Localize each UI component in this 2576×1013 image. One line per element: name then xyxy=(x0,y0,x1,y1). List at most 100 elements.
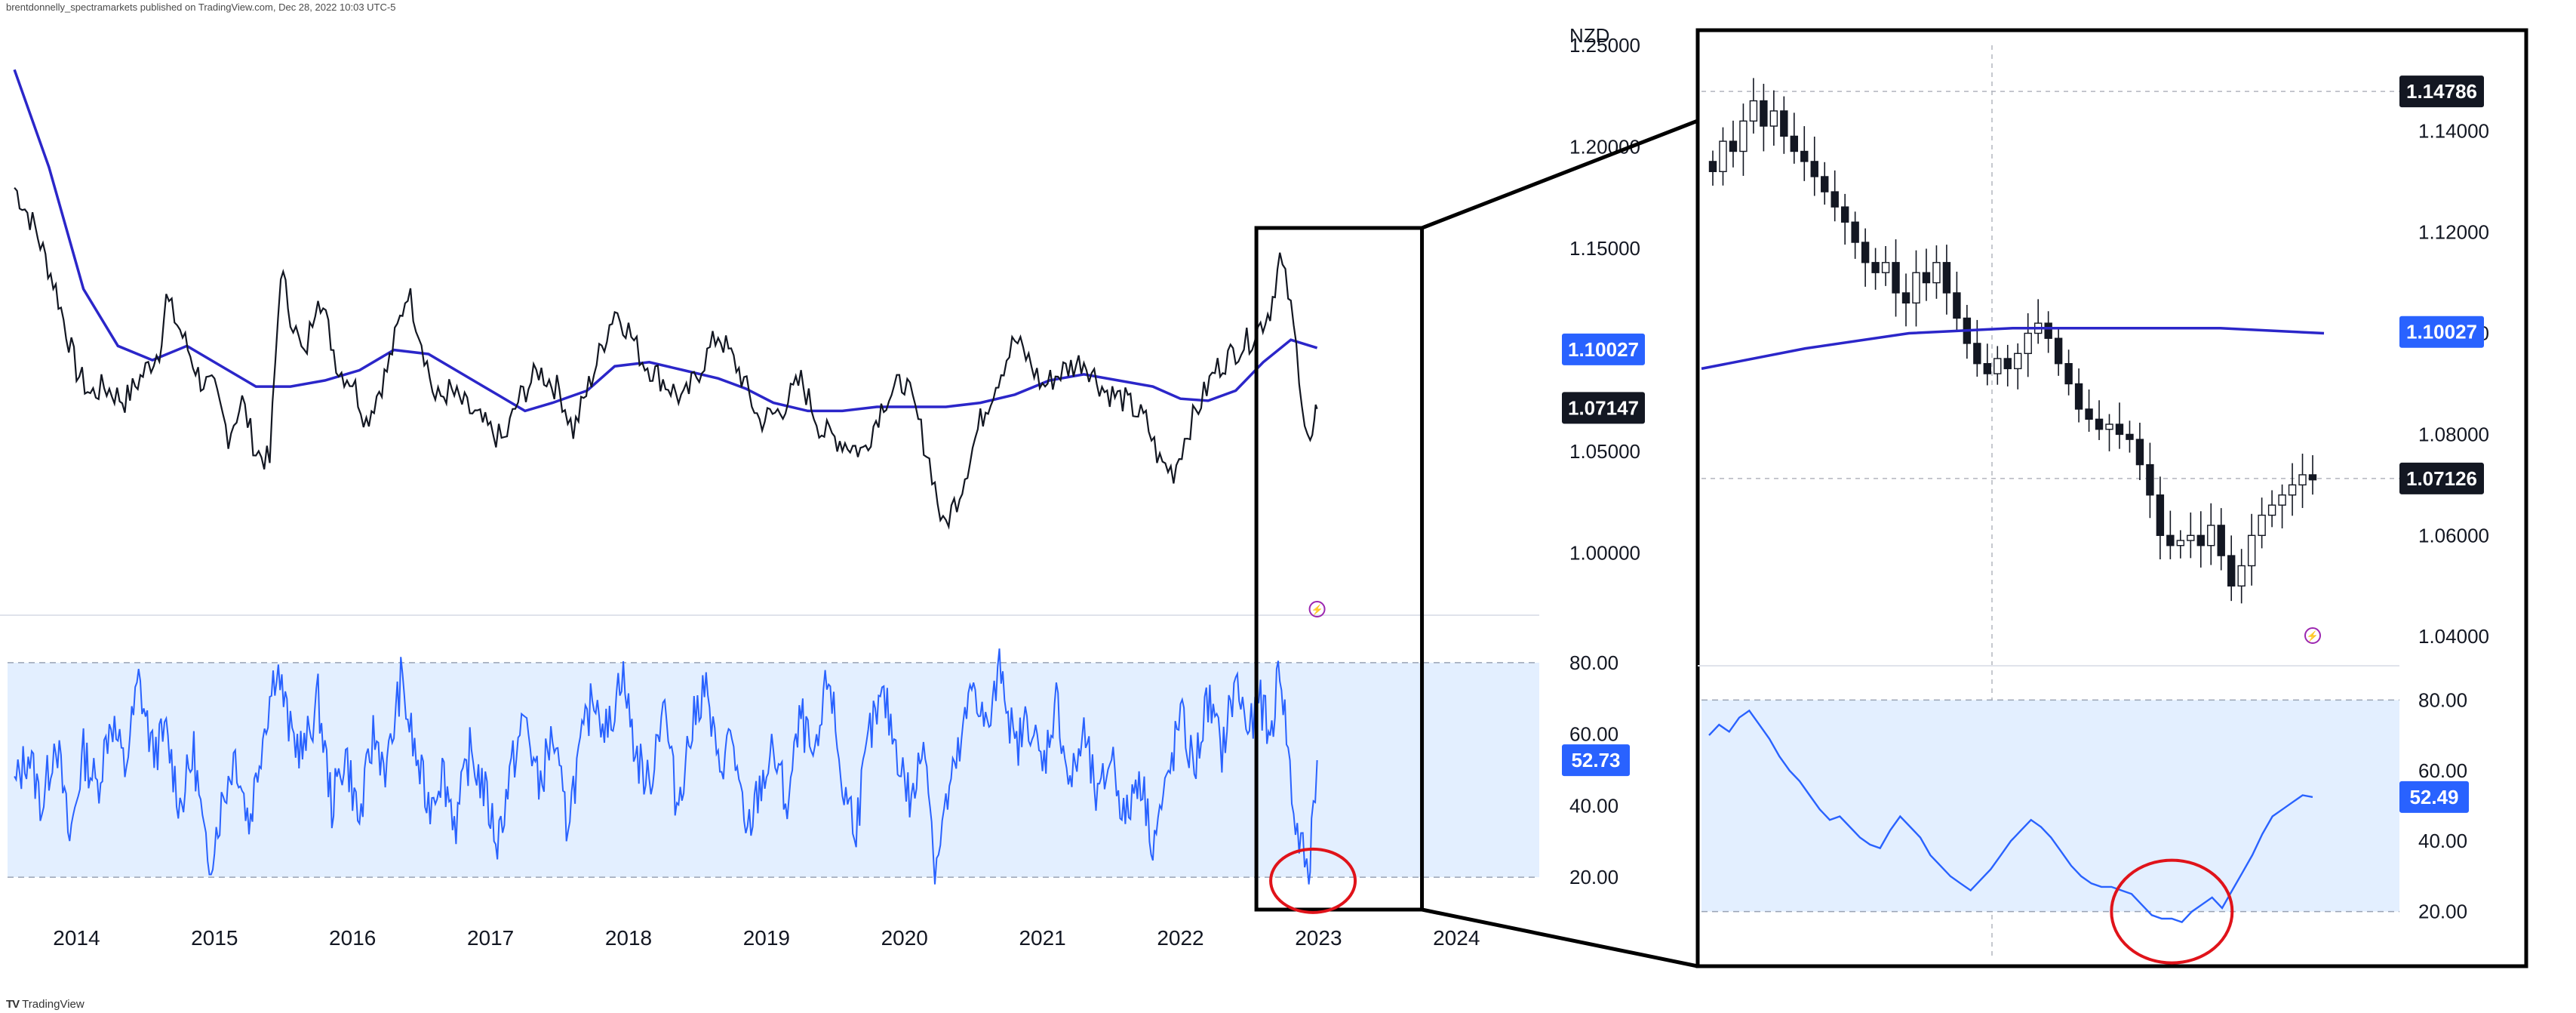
zoom-rsi-tick-label: 40.00 xyxy=(2418,830,2467,852)
time-tick-label: 2019 xyxy=(743,926,790,950)
zoom-candle-body xyxy=(1861,242,1870,263)
zoom-candle-body xyxy=(2308,474,2317,481)
zoom-candle-body xyxy=(2217,525,2225,556)
zoom-candle-body xyxy=(1912,272,1920,304)
main-price-line xyxy=(14,186,1318,530)
main-moving-average xyxy=(13,69,1318,413)
zoom-high-badge: 1.14786 xyxy=(2406,80,2477,103)
zoom-candle-body xyxy=(2278,494,2286,506)
zoom-rsi-band xyxy=(1701,700,2399,912)
zoom-high-badge-bg xyxy=(2399,75,2484,108)
time-tick-label: 2023 xyxy=(1295,926,1342,950)
zoom-candle-body xyxy=(2288,484,2297,496)
price-tick-label: 1.00000 xyxy=(1569,542,1640,565)
zoom-candle-body xyxy=(1983,362,1992,374)
zoom-candle-body xyxy=(2187,534,2195,541)
zoom-rsi-badge-bg xyxy=(2399,781,2469,813)
zoom-lightning-glyph: ⚡ xyxy=(2307,630,2319,642)
zoom-candle-body xyxy=(2003,358,2012,370)
highlight-box xyxy=(1254,226,1425,912)
zoom-candle-body xyxy=(2298,474,2307,486)
zoom-candle-body xyxy=(2207,525,2215,547)
zoom-candle-body xyxy=(2115,423,2124,436)
rsi-tick-label: 20.00 xyxy=(1569,866,1618,888)
zoom-price-tick-label: 1.08000 xyxy=(2418,423,2489,445)
time-tick-label: 2022 xyxy=(1157,926,1203,950)
rsi-value-badge: 52.73 xyxy=(1571,749,1620,771)
rsi-tick-label: 80.00 xyxy=(1569,651,1618,674)
zoom-candle-body xyxy=(1892,262,1900,294)
rsi-series-line xyxy=(14,648,1318,885)
zoom-rsi-line xyxy=(1708,709,2313,923)
zoom-candle-body xyxy=(1973,343,1981,365)
zoom-candle-body xyxy=(1780,110,1788,137)
zoom-rsi-tick-label: 80.00 xyxy=(2418,688,2467,711)
tradingview-logo-text: TradingView xyxy=(22,998,85,1011)
time-tick-label: 2021 xyxy=(1019,926,1065,950)
zoom-candle-body xyxy=(1729,140,1738,152)
zoom-candle-body xyxy=(1942,262,1951,294)
zoom-rsi-badge: 52.49 xyxy=(2409,786,2458,808)
price-tick-label: 1.05000 xyxy=(1569,440,1640,463)
zoom-candle-body xyxy=(2014,353,2022,370)
zoom-candle-body xyxy=(2085,408,2093,420)
zoom-candle-body xyxy=(2146,463,2154,496)
zoom-connector-bottom xyxy=(1422,907,1698,968)
time-tick-label: 2024 xyxy=(1433,926,1480,950)
tradingview-logo[interactable]: TV TradingView xyxy=(6,998,85,1011)
current-price-badge: 1.07147 xyxy=(1568,396,1639,419)
time-tick-label: 2015 xyxy=(191,926,238,950)
zoom-candle-body xyxy=(2196,534,2205,547)
zoom-price-tick-label: 1.04000 xyxy=(2418,625,2489,648)
zoom-candle-body xyxy=(2176,540,2185,547)
zoom-candle-body xyxy=(2267,504,2276,516)
zoom-candle-body xyxy=(2156,494,2165,537)
zoom-candle-body xyxy=(2166,534,2175,547)
zoom-price-tick-label: 1.06000 xyxy=(2418,524,2489,547)
time-axis: 2014 2015 2016 2017 2018 2019 2020 2021 2022 2023… xyxy=(53,926,1480,950)
zoom-connector-top xyxy=(1421,119,1698,230)
zoom-candle-body xyxy=(1840,206,1849,223)
zoom-ma-line xyxy=(1701,327,2325,371)
zoom-candle-body xyxy=(1932,262,1941,284)
zoom-candle-body xyxy=(1719,140,1727,172)
zoom-candle-body xyxy=(2237,565,2246,587)
ma-value-badge: 1.10027 xyxy=(1568,338,1639,361)
zoom-rsi-tick-label: 60.00 xyxy=(2418,759,2467,782)
rsi-band xyxy=(8,662,1539,878)
zoom-candle-body xyxy=(2258,514,2266,537)
zoom-candle-body xyxy=(1831,191,1839,208)
zoom-price-tick-label: 1.12000 xyxy=(2418,221,2489,244)
zoom-ma-badge-bg xyxy=(2399,316,2484,348)
zoom-candle-body xyxy=(2064,362,2073,385)
zoom-candle-body xyxy=(1810,161,1818,177)
zoom-candle-body xyxy=(1881,262,1890,273)
zoom-candle-body xyxy=(1871,262,1880,273)
zoom-candle-body xyxy=(2074,383,2083,410)
zoom-candle-body xyxy=(2054,337,2063,365)
price-tick-label: 1.25000 xyxy=(1569,34,1640,57)
ma-series-line xyxy=(13,69,1318,413)
time-tick-label: 2017 xyxy=(467,926,514,950)
zoom-candle-body xyxy=(1851,221,1859,243)
rsi-value-badge-bg xyxy=(1562,744,1630,777)
main-rsi-panel xyxy=(8,648,1539,885)
ma-value-badge-bg xyxy=(1562,333,1645,365)
annotations: ⚡ xyxy=(1254,119,1698,968)
zoom-price-tick-label: 1.14000 xyxy=(2418,120,2489,143)
tradingview-mark-icon: TV xyxy=(6,998,20,1011)
time-tick-label: 2020 xyxy=(881,926,928,950)
rsi-low-circle xyxy=(1269,847,1357,914)
zoom-candle-body xyxy=(2095,418,2104,430)
lightning-glyph: ⚡ xyxy=(1311,604,1323,616)
zoom-candle-body xyxy=(1953,292,1961,319)
zoom-rsi-low-circle xyxy=(2110,858,2234,965)
price-series-line xyxy=(14,186,1318,530)
time-tick-label: 2018 xyxy=(605,926,652,950)
zoom-candle-body xyxy=(1760,100,1768,127)
zoom-candle-body xyxy=(1922,272,1931,284)
zoom-candle-body xyxy=(1821,176,1829,192)
zoom-close-badge-bg xyxy=(2399,462,2484,494)
current-price-badge-bg xyxy=(1562,392,1645,424)
